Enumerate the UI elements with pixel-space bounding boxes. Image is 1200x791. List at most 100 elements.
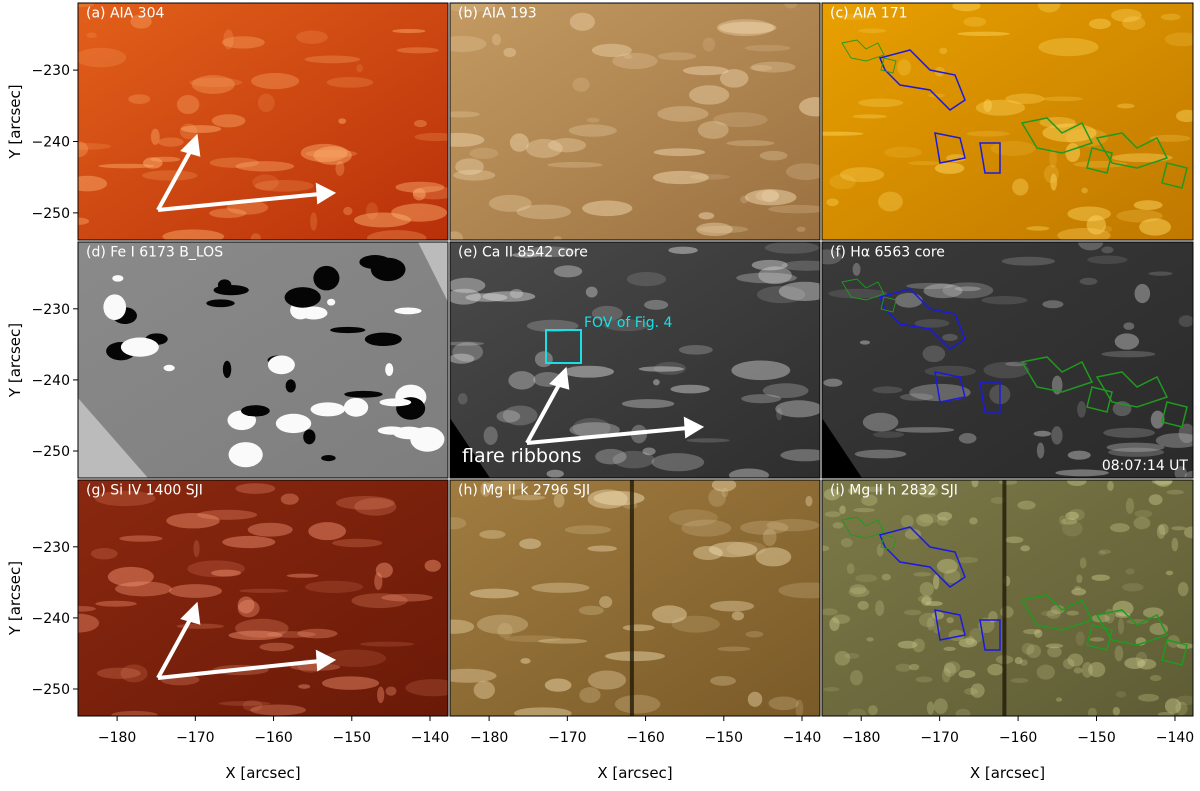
texture (1088, 662, 1106, 678)
texture (862, 412, 899, 432)
texture (412, 188, 426, 201)
texture (868, 705, 878, 716)
texture (873, 431, 905, 438)
texture (954, 286, 981, 292)
texture (1042, 300, 1064, 309)
texture (193, 539, 200, 558)
texture (1161, 13, 1181, 21)
texture (1076, 574, 1083, 584)
panel-label: (i) Mg II h 2832 SJI (830, 483, 958, 499)
texture (374, 572, 383, 590)
texture (395, 181, 445, 193)
texture (553, 493, 565, 508)
panel-label: (e) Ca II 8542 core (458, 245, 588, 261)
texture (1114, 645, 1124, 662)
texture (504, 635, 562, 643)
panel-background (822, 242, 1193, 478)
texture (78, 217, 90, 225)
panel-background (822, 3, 1193, 240)
texture (943, 662, 957, 677)
texture (915, 486, 935, 493)
texture (668, 509, 718, 527)
panel-image (450, 242, 820, 478)
texture (1061, 518, 1078, 525)
panel-label: (f) Hα 6563 core (830, 245, 945, 261)
texture (670, 384, 710, 394)
texture (847, 708, 867, 716)
texture (321, 676, 380, 690)
texture (719, 69, 749, 88)
texture (1152, 480, 1173, 485)
texture (120, 664, 148, 683)
texture (612, 450, 655, 469)
texture (614, 694, 661, 714)
texture (313, 146, 352, 165)
panel-label: (g) Si IV 1400 SJI (86, 483, 203, 499)
fov-box (545, 329, 582, 364)
texture (546, 469, 564, 478)
texture (740, 520, 789, 535)
texture (78, 613, 100, 633)
magnetogram-patch (284, 287, 321, 308)
texture (682, 66, 729, 76)
texture (975, 99, 1026, 116)
texture (969, 627, 984, 643)
texture (218, 701, 271, 706)
texture (915, 676, 933, 683)
axes: −230 −240 −250 Y [arcsec] −230 −240 −250 Y [arc… (6, 63, 1194, 782)
texture (784, 3, 798, 9)
texture (286, 573, 319, 578)
texture (1138, 693, 1160, 702)
texture (86, 32, 97, 39)
texture (969, 517, 978, 525)
texture (755, 547, 792, 567)
panel-image (78, 480, 448, 716)
texture (844, 652, 860, 659)
texture (906, 282, 954, 290)
texture (1149, 675, 1162, 682)
texture (971, 480, 979, 488)
texture (926, 617, 935, 631)
texture (335, 160, 345, 176)
texture (913, 572, 932, 577)
y-axis-label: Y [arcsec] (6, 323, 24, 398)
texture (586, 117, 600, 123)
texture (1078, 242, 1104, 251)
texture (958, 669, 976, 679)
texture (744, 189, 797, 206)
texture (375, 562, 393, 578)
texture (512, 252, 541, 258)
texture (595, 448, 627, 465)
texture (823, 687, 840, 692)
texture (711, 480, 737, 492)
texture (235, 161, 295, 172)
texture (726, 140, 775, 147)
magnetogram-patch (267, 355, 295, 375)
texture (563, 365, 614, 378)
texture (932, 574, 940, 590)
texture (698, 212, 715, 220)
texture (221, 36, 265, 49)
texture (516, 204, 572, 220)
texture (1014, 656, 1023, 665)
texture (111, 710, 158, 716)
texture (351, 593, 408, 609)
texture (526, 319, 579, 332)
texture (849, 584, 867, 595)
texture (1021, 642, 1035, 655)
x-tick-label: −170 (176, 730, 214, 746)
texture (450, 353, 475, 364)
texture (209, 208, 247, 219)
texture (1067, 480, 1087, 486)
texture (476, 614, 529, 635)
texture (1065, 143, 1081, 163)
magnetogram-patch (321, 455, 336, 462)
texture (852, 262, 861, 276)
texture (78, 605, 96, 612)
magnetogram-patch (222, 360, 232, 378)
texture (710, 675, 736, 686)
texture (832, 614, 851, 624)
texture (1089, 637, 1105, 642)
texture (1117, 618, 1125, 635)
texture (943, 569, 961, 584)
